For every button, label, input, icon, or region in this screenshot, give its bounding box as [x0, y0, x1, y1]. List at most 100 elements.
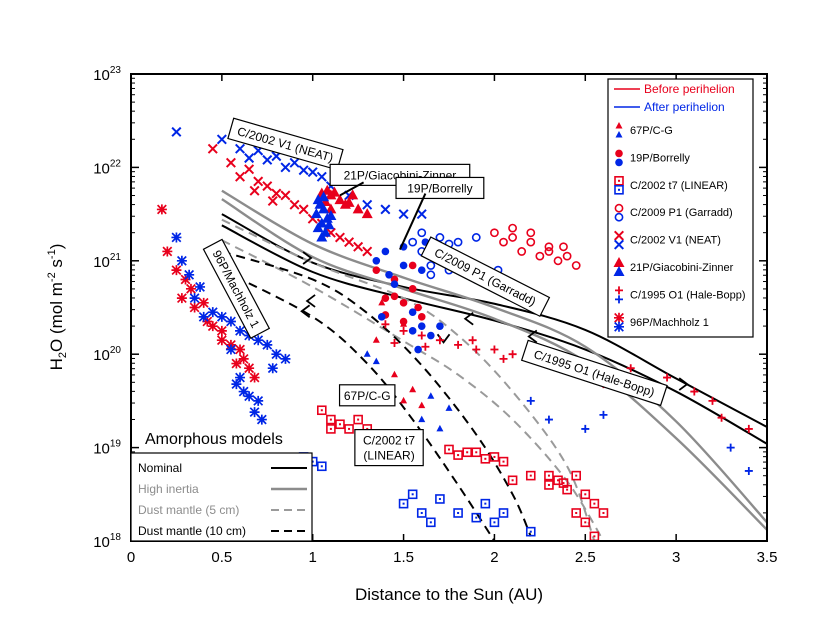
annotation-leader: [399, 193, 427, 251]
point-21p-giacobini-zinner-before: [325, 203, 337, 214]
point-c-1995-o1-hale-bopp-before: [421, 342, 430, 351]
point-67p-c-g-after: [418, 415, 426, 423]
point-c-1995-o1-hale-bopp-after: [599, 410, 608, 419]
point-c-2009-p1-garradd-before: [526, 237, 536, 247]
point-c-1995-o1-hale-bopp-before: [663, 373, 672, 382]
point-21p-giacobini-zinner-after: [310, 208, 322, 219]
point-c-2002-t7-linear-before: [344, 424, 354, 434]
models-legend-label: High inertia: [138, 482, 199, 496]
point-c-2002-v1-neat-after: [362, 199, 373, 210]
annotation-text: C/2002 t7: [363, 434, 415, 448]
point-19p-borrelly-after: [408, 327, 417, 335]
y-tick-label: 1019: [93, 439, 121, 458]
point-c-2009-p1-garradd-after: [453, 237, 463, 247]
point-c-2002-t7-linear-before: [544, 470, 554, 481]
direction-arrow: [678, 377, 689, 391]
y-tick-label: 1022: [93, 158, 121, 177]
point-c-2009-p1-garradd-after: [435, 233, 445, 242]
point-c-2002-t7-linear-before: [598, 508, 609, 518]
point-c-1995-o1-hale-bopp-before: [435, 336, 444, 345]
point-67p-c-g-after: [372, 357, 380, 365]
ylabel-part: s: [47, 259, 66, 272]
point-21p-giacobini-zinner-before: [334, 194, 346, 205]
point-19p-borrelly-after: [417, 322, 426, 330]
point-96p-machholz-1-before: [235, 344, 246, 355]
point-21p-giacobini-zinner-before: [352, 203, 364, 214]
point-c-2002-t7-linear-before: [507, 475, 518, 486]
point-21p-giacobini-zinner-after: [318, 191, 330, 202]
point-c-1995-o1-hale-bopp-after: [544, 415, 553, 424]
point-c-2009-p1-garradd-before: [508, 223, 517, 233]
point-c-1995-o1-hale-bopp-before: [717, 413, 726, 422]
point-c-2009-p1-garradd-after: [426, 261, 436, 270]
y-tick-label: 1018: [93, 532, 121, 551]
point-19p-borrelly-before: [417, 313, 426, 321]
point-c-2002-v1-neat-after: [398, 209, 409, 220]
point-21p-giacobini-zinner-before: [347, 189, 359, 200]
point-c-1995-o1-hale-bopp-after: [581, 424, 590, 433]
point-c-2002-t7-linear-before: [444, 444, 454, 455]
legend-marker-before: [613, 257, 625, 267]
point-c-1995-o1-hale-bopp-after: [744, 466, 753, 475]
point-96p-machholz-1-after: [171, 232, 182, 243]
point-c-2002-t7-linear-before: [525, 470, 536, 481]
point-96p-machholz-1-before: [207, 321, 218, 332]
point-19p-borrelly-before: [372, 266, 381, 274]
point-96p-machholz-1-after: [195, 281, 206, 292]
point-c-2009-p1-garradd-before: [499, 237, 508, 247]
point-c-2002-t7-linear-before: [480, 454, 491, 464]
point-c-2002-v1-neat-after: [289, 157, 300, 168]
point-c-1995-o1-hale-bopp-before: [417, 331, 426, 340]
point-c-2002-v1-neat-before: [244, 164, 255, 175]
point-67p-c-g-after: [445, 404, 453, 411]
point-c-2002-v1-neat-before: [271, 188, 282, 199]
point-c-2002-v1-neat-before: [344, 237, 355, 248]
point-96p-machholz-1-before: [162, 246, 173, 257]
models-legend-title: Amorphous models: [145, 431, 283, 448]
y-tick-label: 1023: [93, 65, 121, 84]
point-19p-borrelly-after: [381, 247, 390, 256]
point-96p-machholz-1-after: [253, 395, 264, 406]
point-96p-machholz-1-after: [184, 269, 195, 280]
point-21p-giacobini-zinner-after: [323, 219, 335, 230]
point-c-1995-o1-hale-bopp-before: [468, 336, 477, 345]
legend-comet-label: 19P/Borrelly: [630, 152, 690, 164]
point-96p-machholz-1-before: [185, 283, 196, 294]
point-c-2002-t7-linear-after: [407, 489, 418, 500]
point-67p-c-g-before: [390, 370, 398, 378]
point-c-1995-o1-hale-bopp-before: [472, 345, 481, 354]
point-96p-machholz-1-after: [189, 293, 200, 304]
point-c-2002-t7-linear-before: [462, 447, 472, 458]
point-c-2002-t7-linear-after: [453, 508, 463, 518]
legend-comet-label: C/1995 O1 (Hale-Bopp): [630, 289, 746, 301]
direction-arrow: [302, 251, 313, 265]
point-c-2002-t7-linear-before: [471, 447, 482, 458]
point-c-2002-t7-linear-before: [553, 475, 563, 486]
point-96p-machholz-1-before: [198, 297, 209, 308]
point-21p-giacobini-zinner-after: [312, 222, 324, 233]
annotation-label: 67P/C-G: [338, 384, 396, 407]
x-tick-label: 3.5: [757, 549, 778, 566]
point-c-2009-p1-garradd-before: [535, 251, 545, 261]
legend-marker-after: [614, 212, 624, 222]
point-c-1995-o1-hale-bopp-before: [626, 364, 635, 373]
point-19p-borrelly-before: [381, 294, 390, 302]
point-c-2002-t7-linear-before: [453, 450, 463, 460]
point-c-2002-t7-linear-after: [426, 517, 436, 528]
models-legend-label: Nominal: [138, 461, 182, 475]
point-c-1995-o1-hale-bopp-before: [499, 354, 508, 363]
point-21p-giacobini-zinner-before: [329, 186, 341, 197]
point-19p-borrelly-before: [408, 285, 417, 293]
model-curve-dust5: [221, 218, 596, 542]
point-c-2002-t7-linear-after: [416, 508, 427, 518]
legend-comet-label: C/2002 V1 (NEAT): [630, 235, 721, 247]
annotation-leader: [339, 181, 365, 197]
x-tick-label: 0: [127, 549, 135, 566]
point-19p-borrelly-after: [399, 261, 408, 270]
point-c-2009-p1-garradd-before: [508, 233, 517, 242]
point-c-2002-v1-neat-after: [216, 134, 227, 145]
point-96p-machholz-1-after: [176, 255, 187, 266]
point-c-2002-t7-linear-before: [335, 419, 345, 430]
point-c-2002-v1-neat-after: [244, 153, 255, 164]
legend-marker-before: [615, 149, 623, 158]
